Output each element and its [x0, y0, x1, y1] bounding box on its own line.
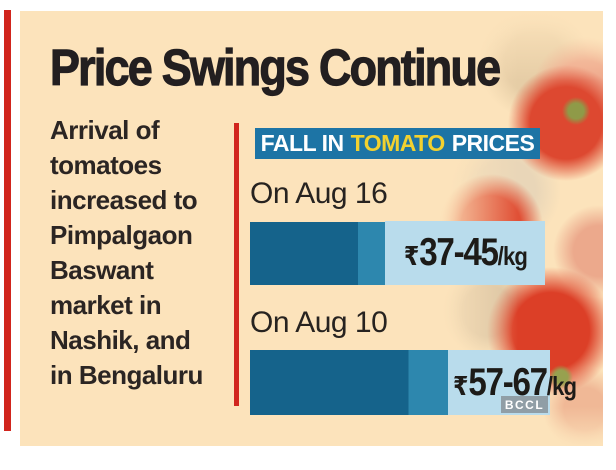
- panel-background: Price Swings Continue Arrival of tomatoe…: [20, 11, 603, 446]
- chart-title-suffix: PRICES: [451, 130, 535, 156]
- bar-aug10: [250, 350, 448, 415]
- price-range: 37-45: [418, 231, 499, 274]
- red-divider: [234, 123, 239, 406]
- category-label-aug16: On Aug 16: [250, 177, 388, 210]
- chart-title-banner: FALL IN TOMATO PRICES: [255, 128, 540, 159]
- price-unit: /kg: [497, 241, 527, 271]
- credit-badge: BCCL: [501, 396, 548, 413]
- page-title: Price Swings Continue: [49, 38, 501, 96]
- bar-aug16: [250, 222, 385, 285]
- price-aug16: ₹ 37-45 /kg: [403, 231, 527, 275]
- left-accent-bar: [4, 10, 11, 431]
- value-label-box-aug16: ₹ 37-45 /kg: [385, 221, 545, 285]
- rupee-symbol: ₹: [453, 371, 469, 402]
- price-unit: /kg: [546, 370, 577, 401]
- description-text: Arrival of tomatoes increased to Pimpalg…: [50, 115, 203, 390]
- chart-title-highlight: TOMATO: [350, 130, 446, 156]
- rupee-symbol: ₹: [403, 242, 419, 272]
- chart-title-prefix: FALL IN: [260, 130, 344, 156]
- category-label-aug10: On Aug 10: [250, 306, 388, 339]
